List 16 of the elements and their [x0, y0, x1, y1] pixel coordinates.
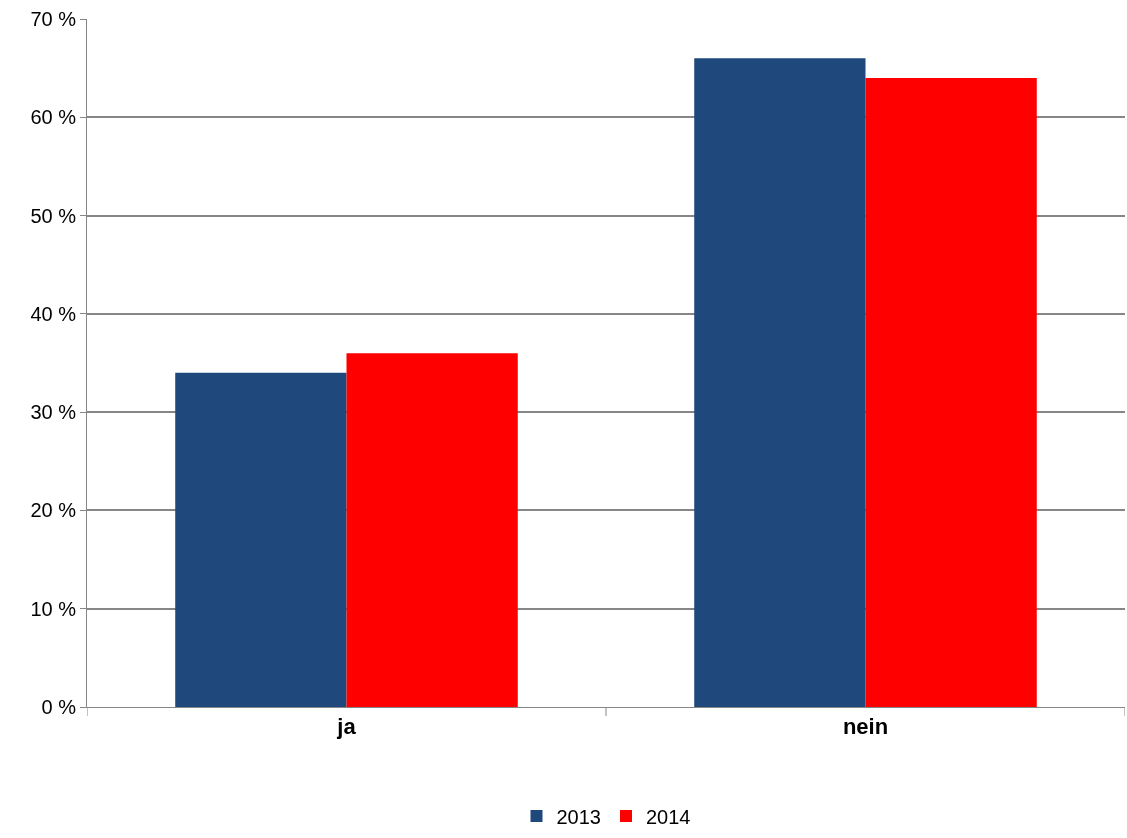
y-tick-label: 0 %: [41, 696, 77, 718]
bar: [694, 58, 866, 707]
y-tick-label: 20 %: [30, 499, 77, 522]
y-tick-label: 70 %: [30, 8, 77, 30]
y-tick-label: 60 %: [30, 106, 77, 129]
y-tick-label: 40 %: [30, 302, 77, 325]
y-tick-label: 50 %: [30, 204, 77, 227]
x-tick-label: ja: [336, 714, 357, 740]
bar: [346, 353, 518, 707]
legend-label: 2014: [646, 805, 691, 828]
y-tick-label: 10 %: [30, 597, 77, 620]
legend-label: 2013: [556, 805, 601, 828]
x-tick-label: nein: [842, 714, 889, 740]
bar: [865, 77, 1037, 707]
y-tick-label: 30 %: [30, 401, 77, 424]
bar: [175, 372, 347, 707]
